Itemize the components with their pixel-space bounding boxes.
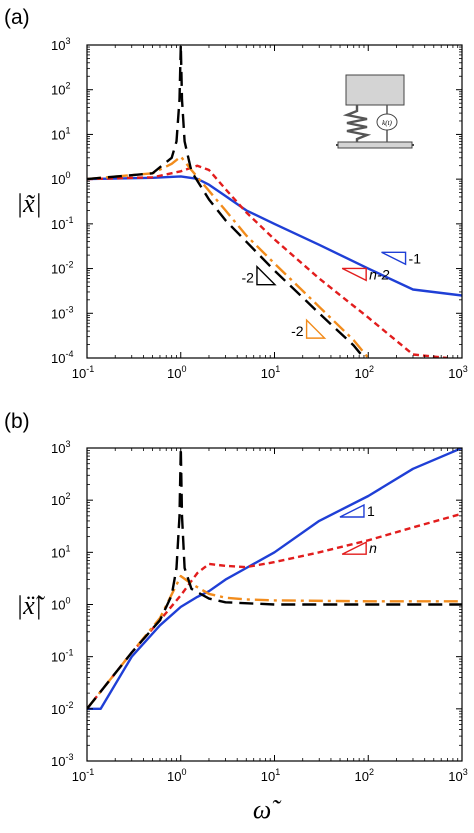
panel-a-slope-triangle bbox=[256, 264, 277, 286]
panel-a-y-tick-label: 10-2 bbox=[51, 260, 73, 277]
panel-b-x-tick-label: 100 bbox=[167, 767, 186, 784]
panel-a: (a) |x̃| 10-1 100 101 102 103 10-4 10-3 10-2 10-… bbox=[4, 6, 468, 381]
panel-b-y-axis-label-text: |ẍ̃| bbox=[16, 591, 46, 620]
panel-a-y-tick-label: 101 bbox=[51, 125, 70, 142]
panel-a-x-tick-label: 100 bbox=[167, 364, 186, 381]
panel-a-plot-frame bbox=[86, 44, 463, 359]
inset-stiffness-label: k(t) bbox=[382, 119, 392, 127]
panel-b-x-tick-label: 102 bbox=[355, 767, 374, 784]
panel-b-slope-triangle bbox=[339, 503, 365, 518]
inset-spring bbox=[342, 105, 372, 142]
panel-b-y-axis-label: |ẍ̃| bbox=[16, 591, 46, 620]
panel-a-series-line-3 bbox=[87, 155, 370, 358]
panel-b-series-line-3 bbox=[87, 574, 462, 710]
panel-a-x-tick-label: 101 bbox=[261, 364, 280, 381]
panel-a-y-tick-label: 103 bbox=[51, 36, 70, 53]
spring-mass-icon: k(t) bbox=[336, 74, 414, 149]
panel-b-series-line-1 bbox=[87, 448, 462, 710]
x-axis-label: ω̃ bbox=[253, 795, 282, 824]
panel-b-y-tick-label: 103 bbox=[51, 439, 70, 456]
panel-a-y-tick-label: 100 bbox=[51, 170, 70, 187]
panel-a-slope-label: n-2 bbox=[369, 266, 389, 282]
panel-a-slope-triangle bbox=[381, 251, 407, 266]
panel-b-y-tick-label: 102 bbox=[51, 491, 70, 508]
panel-b-x-tick-label: 10-1 bbox=[72, 767, 94, 784]
panel-a-slope-triangle bbox=[341, 267, 367, 282]
panel-b-y-tick-label: 100 bbox=[51, 596, 70, 613]
panel-b-slope-label: n bbox=[369, 540, 377, 556]
panel-a-slope-label: -2 bbox=[242, 270, 255, 286]
panel-a-x-tick-label: 10-1 bbox=[72, 364, 94, 381]
panel-b-slope-triangle bbox=[341, 541, 367, 555]
panel-b-y-tick-label: 10-1 bbox=[51, 648, 73, 665]
inset-mass-block bbox=[345, 74, 405, 106]
panel-b: (b) |ẍ̃| 10-1 100 101 102 103 10-3 10-2 10-1 100… bbox=[4, 410, 468, 784]
panel-a-y-tick-label: 10-3 bbox=[51, 304, 73, 321]
panel-b-label: (b) bbox=[4, 410, 30, 433]
panel-b-series-line-2 bbox=[87, 512, 462, 710]
panel-a-y-tick-label: 10-1 bbox=[51, 215, 73, 232]
panel-a-x-tick-label: 102 bbox=[355, 364, 374, 381]
inset-ground-plate bbox=[337, 141, 413, 149]
panel-a-label: (a) bbox=[4, 6, 30, 29]
panel-b-y-tick-label: 101 bbox=[51, 543, 70, 560]
panel-a-series-line-2 bbox=[87, 164, 448, 358]
inset-stiffness-circle bbox=[376, 113, 398, 131]
panel-b-plot-frame bbox=[86, 447, 463, 762]
panel-a-y-tick-label: 10-4 bbox=[51, 349, 73, 366]
panel-a-x-tick-label: 103 bbox=[448, 364, 467, 381]
panel-a-y-axis-label: |x̃| bbox=[16, 189, 42, 218]
panel-a-series-line-4 bbox=[87, 45, 365, 358]
panel-a-slope-label: -1 bbox=[409, 250, 422, 266]
panel-b-x-tick-label: 103 bbox=[448, 767, 467, 784]
panel-b-y-tick-label: 10-2 bbox=[51, 700, 73, 717]
panel-b-x-tick-label: 101 bbox=[261, 767, 280, 784]
panel-b-slope-label: 1 bbox=[367, 503, 375, 519]
panel-a-y-tick-label: 102 bbox=[51, 81, 70, 98]
panel-a-y-axis-label-text: |x̃| bbox=[16, 189, 42, 218]
panel-b-y-tick-label: 10-3 bbox=[51, 752, 73, 769]
panel-a-slope-label: -2 bbox=[291, 323, 304, 339]
panel-b-series-line-4 bbox=[87, 448, 462, 710]
panel-a-slope-triangle bbox=[305, 318, 327, 339]
panel-a-series-line-1 bbox=[87, 175, 462, 297]
